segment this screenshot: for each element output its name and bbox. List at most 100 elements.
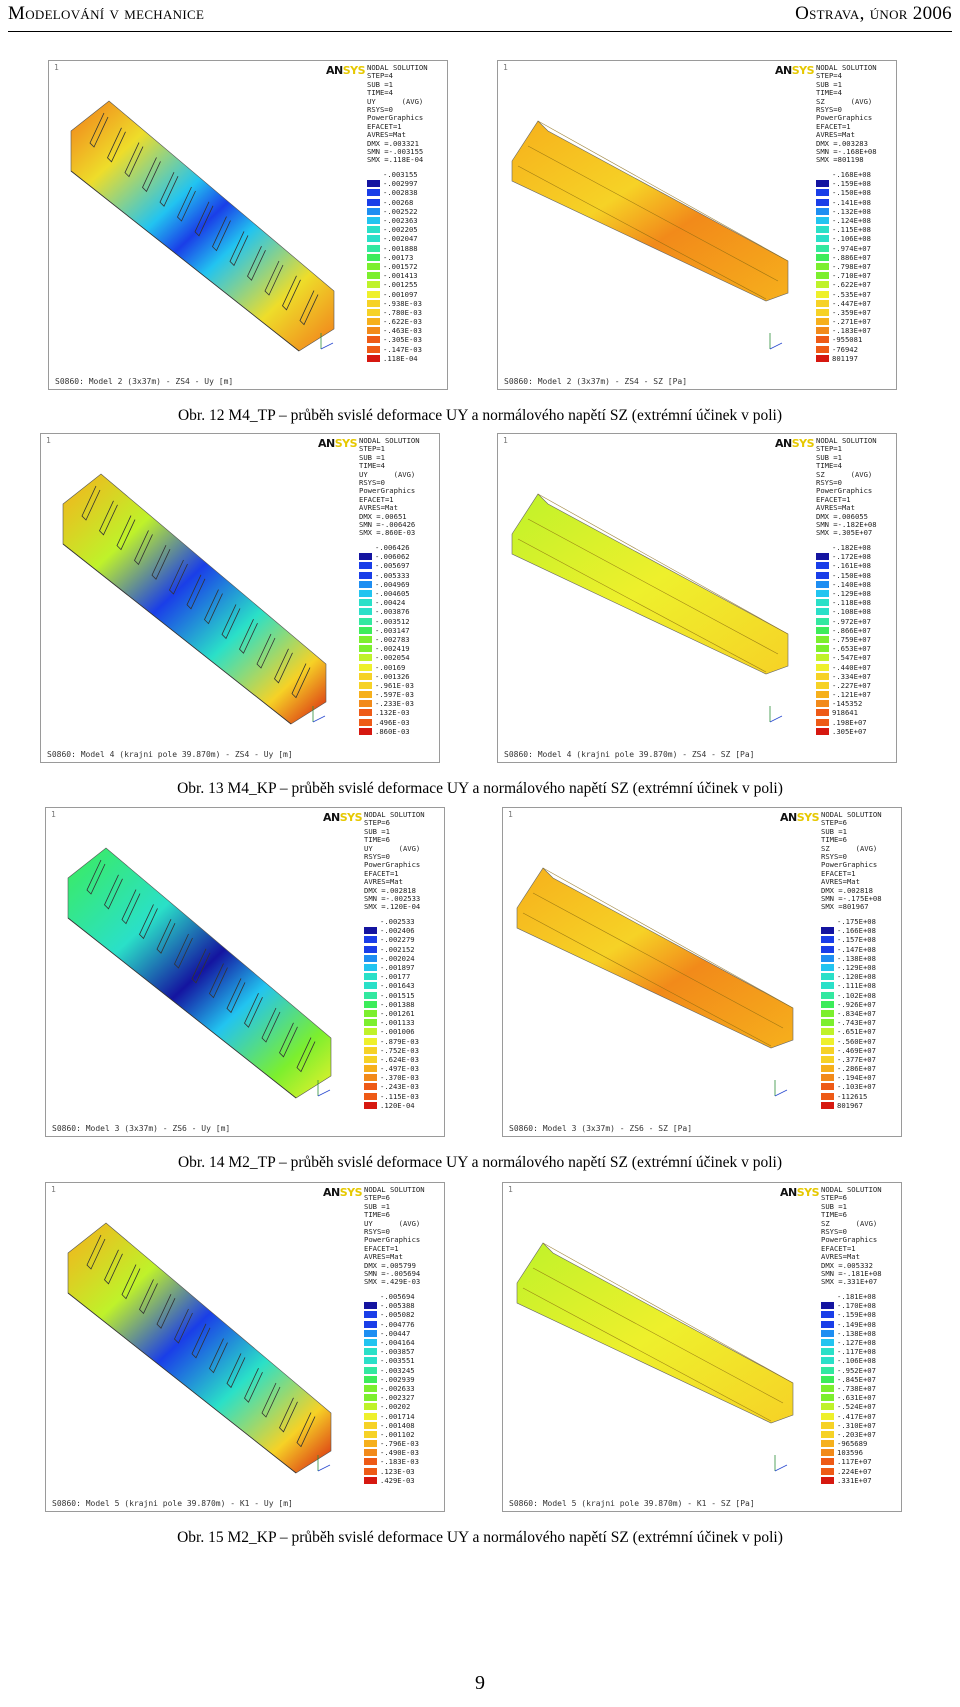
legend-entry: -.115E+08 <box>816 225 896 234</box>
solution-info-line: STEP=4 <box>816 71 842 81</box>
legend-swatch <box>367 336 380 344</box>
legend-entry: -.624E-03 <box>364 1055 444 1064</box>
legend-value: -.150E+08 <box>832 570 871 580</box>
color-legend: -.175E+08 -.166E+08 -.157E+08 -.147E+08 -.13… <box>821 917 901 1110</box>
legend-entry: -.00202 <box>364 1402 444 1411</box>
solution-info-line: DMX =.005332 <box>821 1260 873 1270</box>
solution-info-line: UY (AVG) <box>364 843 421 853</box>
legend-entry: -.002406 <box>364 926 444 935</box>
legend-value: -.140E+08 <box>832 579 871 589</box>
color-legend: -.003155 -.002997 -.002838 -.00268 -.002522-… <box>367 170 447 363</box>
sz-stress-plot: 1 ANSYS NODAL SOLUTION STEP=1 SUB =1 TIME=4 SZ… <box>497 433 897 763</box>
legend-entry: -.005388 <box>364 1301 444 1310</box>
legend-entry: -.138E+08 <box>821 1329 901 1338</box>
solution-info-line: STEP=1 <box>359 444 385 454</box>
legend-swatch <box>821 927 834 935</box>
legend-swatch <box>364 1101 377 1109</box>
solution-info-line: EFACET=1 <box>821 1243 856 1253</box>
legend-value: -.597E-03 <box>375 690 414 700</box>
legend-value: -.115E-03 <box>380 1091 419 1101</box>
legend-value: -.002997 <box>383 179 418 189</box>
legend-swatch <box>359 672 372 680</box>
legend-swatch <box>364 1000 377 1008</box>
legend-swatch <box>821 1101 834 1109</box>
legend-value: -.359E+07 <box>832 307 871 317</box>
legend-swatch <box>821 1403 834 1411</box>
solution-info-line: NODAL SOLUTION <box>367 63 428 72</box>
legend-value: -.181E+08 <box>837 1292 876 1302</box>
legend-value: -.203E+07 <box>837 1429 876 1439</box>
logo-part-1: AN <box>774 64 792 77</box>
legend-entry: -.002047 <box>367 234 447 243</box>
legend-swatch <box>364 918 377 925</box>
solution-info-line: DMX =.00651 <box>359 511 407 521</box>
legend-swatch <box>821 1467 834 1475</box>
page-number: 9 <box>475 1672 485 1694</box>
legend-entry: -.168E+08 <box>816 170 896 179</box>
legend-entry: -112615 <box>821 1092 901 1101</box>
logo-part-1: AN <box>317 437 335 450</box>
plot-footer: S0860: Model 2 (3x37m) - ZS4 - Uy [m] <box>55 377 234 386</box>
legend-entry: -.002327 <box>364 1393 444 1402</box>
legend-value: .117E+07 <box>837 1457 872 1467</box>
legend-entry: -.227E+07 <box>816 681 896 690</box>
figure-caption: Obr. 13 M4_KP – průběh svislé deformace … <box>177 780 783 797</box>
legend-value: -.417E+07 <box>837 1411 876 1421</box>
contour-plot-canvas <box>67 1222 332 1474</box>
solution-info-line: DMX =.003283 <box>816 138 868 148</box>
legend-entry: -.463E-03 <box>367 326 447 335</box>
logo-part-1: AN <box>322 811 340 824</box>
beam-ribs <box>86 1234 316 1448</box>
legend-value: -.00268 <box>383 197 414 207</box>
legend-entry: -.005697 <box>359 561 439 570</box>
legend-entry: -.651E+07 <box>821 1027 901 1036</box>
legend-entry: -.006062 <box>359 552 439 561</box>
legend-entry: -.203E+07 <box>821 1430 901 1439</box>
solution-info-line: UY (AVG) <box>367 96 424 106</box>
solution-info-line: DMX =.003321 <box>367 138 419 148</box>
legend-swatch <box>816 681 829 689</box>
solution-info-line: EFACET=1 <box>816 494 851 504</box>
legend-swatch <box>367 244 380 252</box>
legend-swatch <box>816 336 829 344</box>
legend-entry: -.002783 <box>359 635 439 644</box>
legend-value: -.00169 <box>375 662 406 672</box>
window-number: 1 <box>508 1185 513 1194</box>
legend-entry: -.938E-03 <box>367 299 447 308</box>
legend-value: -.377E+07 <box>837 1054 876 1064</box>
legend-value: 918641 <box>832 708 858 718</box>
legend-value: -.001006 <box>380 1027 415 1037</box>
solution-info-line: SUB =1 <box>821 826 847 836</box>
solution-info-line: STEP=6 <box>821 818 847 828</box>
legend-swatch <box>364 1403 377 1411</box>
legend-entry: -.005694 <box>364 1292 444 1301</box>
uy-deformation-plot: 1 ANSYS NODAL SOLUTION STEP=6 SUB =1 TIME=6 UY… <box>45 807 445 1137</box>
legend-value: -.168E+08 <box>832 170 871 180</box>
plot-footer: S0860: Model 4 (krajni pole 39.870m) - Z… <box>504 750 755 759</box>
legend-value: -.170E+08 <box>837 1301 876 1311</box>
solution-info: NODAL SOLUTION STEP=4 SUB =1 TIME=4 UY (AVG)… <box>367 63 447 165</box>
solution-info-line: TIME=4 <box>359 461 385 471</box>
legend-entry: -.798E+07 <box>816 262 896 271</box>
legend-value: -145352 <box>832 699 863 709</box>
solution-info-line: SUB =1 <box>359 452 385 462</box>
uy-deformation-plot: 1 ANSYS NODAL SOLUTION STEP=1 SUB =1 TIME=4 UY… <box>40 433 440 763</box>
solution-info: NODAL SOLUTION STEP=6 SUB =1 TIME=6 SZ (AVG)… <box>821 810 901 912</box>
legend-swatch <box>821 1083 834 1091</box>
legend-swatch <box>364 1458 377 1466</box>
solution-info-line: RSYS=0 <box>816 105 842 115</box>
solution-info-line: RSYS=0 <box>821 852 847 862</box>
legend-swatch <box>821 1449 834 1457</box>
legend-value: -.149E+08 <box>837 1319 876 1329</box>
legend-entry: -.926E+07 <box>821 1000 901 1009</box>
legend-swatch <box>816 189 829 197</box>
legend-entry: .123E-03 <box>364 1467 444 1476</box>
legend-entry: -.004164 <box>364 1338 444 1347</box>
legend-entry: -.001097 <box>367 289 447 299</box>
legend-value: .118E-04 <box>383 353 418 363</box>
legend-entry: -76942 <box>816 345 896 354</box>
legend-entry: -.118E+08 <box>816 598 896 607</box>
legend-swatch <box>364 1449 377 1457</box>
legend-swatch <box>821 1293 834 1300</box>
legend-value: -.159E+08 <box>832 179 871 189</box>
